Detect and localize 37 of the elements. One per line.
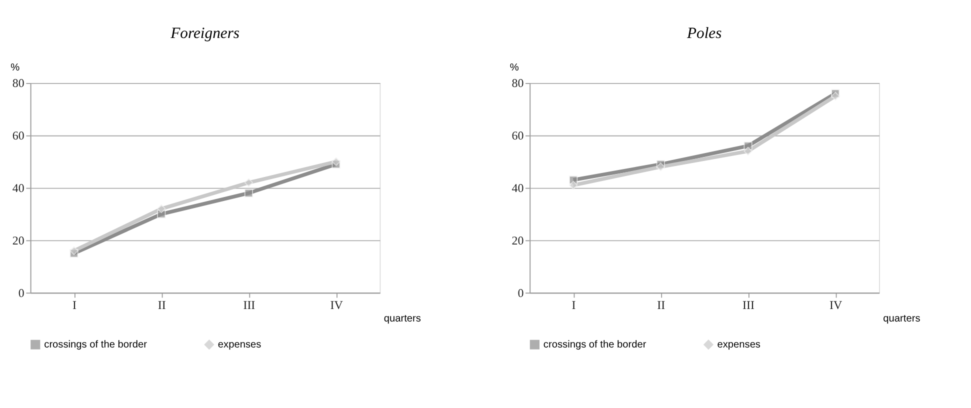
point <box>244 188 254 198</box>
y-tick-label: 0 <box>518 286 524 300</box>
x-tick-label: I <box>572 298 576 312</box>
x-tick-label: I <box>72 298 76 312</box>
x-axis-title: quarters <box>384 314 421 325</box>
y-axis-title: % <box>510 62 519 74</box>
point <box>332 157 340 166</box>
legend-label: crossings of the border <box>44 339 148 350</box>
x-tick-label: IV <box>830 298 843 312</box>
x-tick-label: II <box>158 298 166 312</box>
y-tick-label: 40 <box>512 180 524 195</box>
point <box>157 204 166 214</box>
chart-title: Poles <box>686 24 722 42</box>
point <box>744 146 752 156</box>
point <box>831 92 840 100</box>
point <box>569 180 578 190</box>
point <box>244 178 254 187</box>
y-tick-label: 80 <box>512 76 524 90</box>
legend-label: expenses <box>218 339 262 350</box>
y-axis-title: % <box>10 62 20 74</box>
x-tick-label: II <box>657 298 666 312</box>
point <box>70 246 78 256</box>
x-tick-label: III <box>742 298 754 312</box>
point <box>656 162 665 172</box>
legend-label: crossings of the border <box>543 339 647 350</box>
y-tick-label: 60 <box>12 128 24 143</box>
y-tick-label: 20 <box>512 233 524 248</box>
x-tick-label: IV <box>330 298 344 312</box>
chart-title: Foreigners <box>170 24 240 42</box>
y-tick-label: 60 <box>512 128 524 143</box>
y-tick-label: 80 <box>12 76 24 90</box>
y-tick-label: 20 <box>12 233 24 248</box>
x-axis-title: quarters <box>883 314 920 325</box>
y-tick-label: 40 <box>12 180 24 195</box>
x-tick-label: III <box>243 298 256 312</box>
y-tick-label: 0 <box>18 286 24 300</box>
legend-label: expenses <box>717 339 760 350</box>
